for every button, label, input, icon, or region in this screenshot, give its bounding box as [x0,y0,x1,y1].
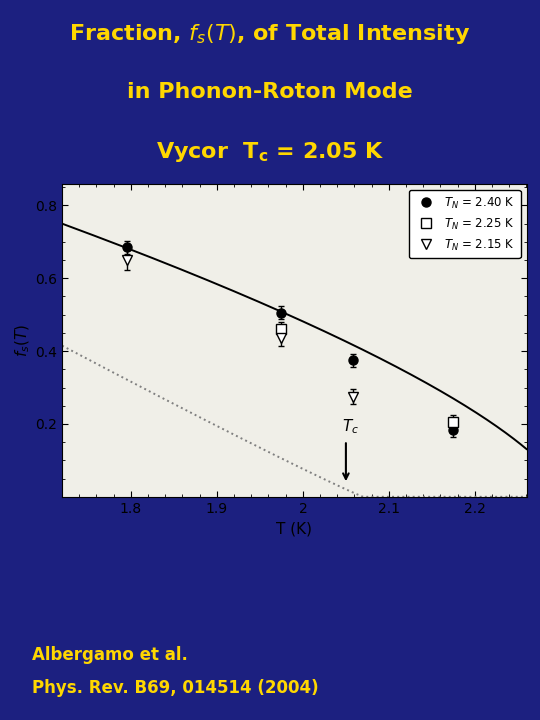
Y-axis label: $f_s(T)$: $f_s(T)$ [14,323,32,357]
Text: $T_c$: $T_c$ [342,417,359,436]
X-axis label: T (K): T (K) [276,521,312,536]
Text: Fraction, $\mathit{f_s(T)}$, of Total Intensity: Fraction, $\mathit{f_s(T)}$, of Total In… [70,22,470,46]
Text: Albergamo et al.: Albergamo et al. [32,647,188,664]
Legend: $T_N$ = 2.40 K, $T_N$ = 2.25 K, $T_N$ = 2.15 K: $T_N$ = 2.40 K, $T_N$ = 2.25 K, $T_N$ = … [409,189,521,258]
Text: in Phonon-Roton Mode: in Phonon-Roton Mode [127,82,413,102]
Text: Vycor  $\mathbf{T_c}$ = 2.05 K: Vycor $\mathbf{T_c}$ = 2.05 K [156,140,384,164]
Text: Phys. Rev. B69, 014514 (2004): Phys. Rev. B69, 014514 (2004) [32,678,319,697]
